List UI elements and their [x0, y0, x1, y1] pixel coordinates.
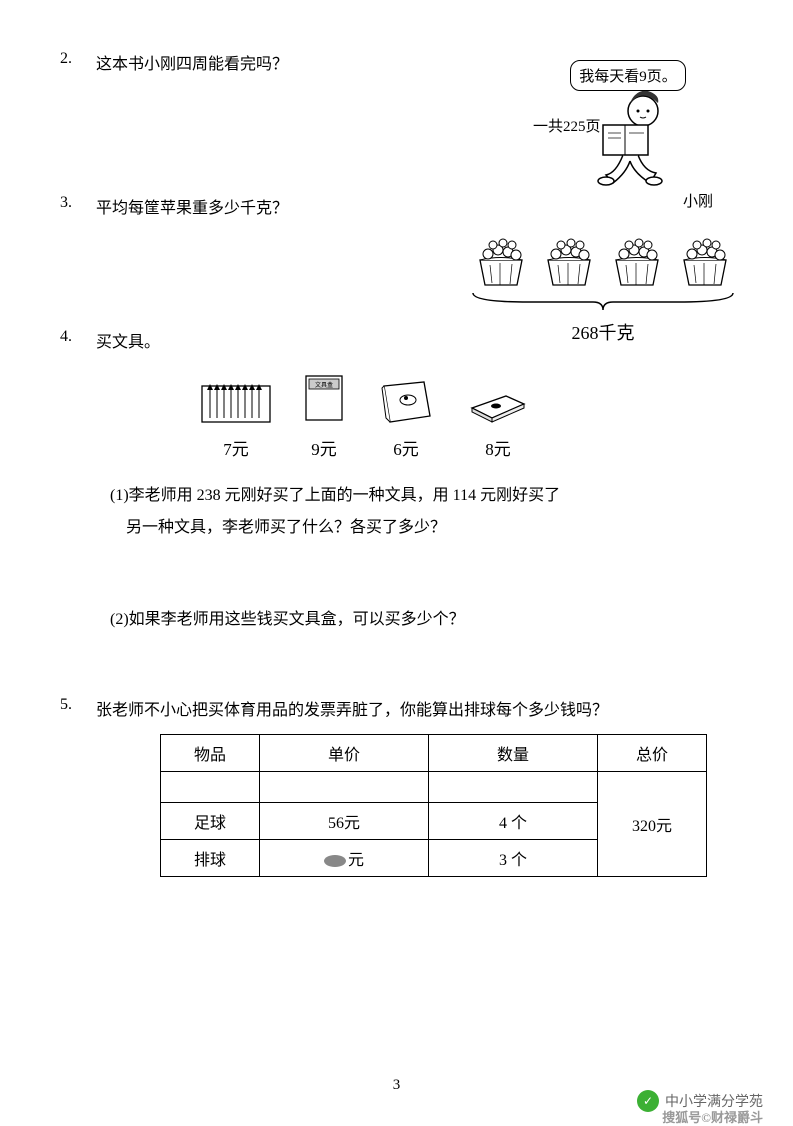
basket-icon: [470, 230, 532, 290]
cell-name: 足球: [161, 803, 260, 840]
sub2-text: 如果李老师用这些钱买文具盒，可以买多少个？: [129, 611, 465, 628]
stationery-items: 7元 文具盒 9元 6元 8元: [200, 372, 733, 460]
q3-number: 3.: [60, 194, 88, 212]
invoice-table: 物品 单价 数量 总价 320元 足球 56元 4 个 排球 元 3 个: [160, 734, 707, 877]
item-notebook: 6元: [376, 378, 436, 460]
speech-bubble: 我每天看9页。: [570, 60, 686, 91]
cell-qty: 4 个: [429, 803, 598, 840]
basket-icon: [606, 230, 668, 290]
q4-sub2: (2)如果李老师用这些钱买文具盒，可以买多少个？: [110, 604, 733, 636]
boy-name: 小刚: [653, 190, 743, 211]
cell-total: 320元: [598, 772, 707, 877]
cell-price-smudged: 元: [260, 840, 429, 877]
cell-price: 56元: [260, 803, 429, 840]
item-price: 9元: [302, 435, 346, 460]
svg-text:文具盒: 文具盒: [315, 381, 333, 389]
item-price: 8元: [466, 435, 530, 460]
sub1-label: (1): [110, 487, 129, 504]
sub2-label: (2): [110, 611, 129, 628]
q5-text: 张老师不小心把买体育用品的发票弄脏了，你能算出排球每个多少钱吗？: [96, 696, 733, 720]
item-price: 6元: [376, 435, 436, 460]
table-header-row: 物品 单价 数量 总价: [161, 735, 707, 772]
th-price: 单价: [260, 735, 429, 772]
sub1-line1: 李老师用 238 元刚好买了上面的一种文具，用 114 元刚好买了: [129, 487, 560, 504]
brace-icon: [468, 290, 738, 312]
total-weight-label: 268千克: [463, 319, 743, 345]
table-row-blank: 320元: [161, 772, 707, 803]
q4-sub1: (1)李老师用 238 元刚好买了上面的一种文具，用 114 元刚好买了 另一种…: [110, 480, 733, 544]
page-number: 3: [393, 1077, 401, 1094]
q2-illustration: 我每天看9页。 一共225页 小刚: [513, 60, 743, 211]
th-total: 总价: [598, 735, 707, 772]
q2-number: 2.: [60, 50, 88, 68]
cell-qty: 3 个: [429, 840, 598, 877]
q4-number: 4.: [60, 328, 88, 346]
total-pages-label: 一共225页: [533, 115, 601, 136]
item-crayons: 7元: [200, 378, 272, 460]
cell-name: 排球: [161, 840, 260, 877]
smudge-icon: [324, 855, 346, 867]
basket-icon: [674, 230, 736, 290]
item-pencil-sharpener: 8元: [466, 388, 530, 460]
th-item: 物品: [161, 735, 260, 772]
sub1-line2: 另一种文具，李老师买了什么？各买了多少？: [126, 519, 446, 536]
basket-icon: [538, 230, 600, 290]
q3-illustration: 268千克: [463, 230, 743, 345]
baskets-row: [463, 230, 743, 290]
wechat-icon: ✓: [637, 1090, 659, 1112]
watermark-secondary: 搜狐号©财禄爵斗: [662, 1107, 763, 1126]
th-qty: 数量: [429, 735, 598, 772]
question-4: 4. 买文具。 7元 文具盒 9元 6元 8元 (1)李老师用 238 元刚好买…: [60, 328, 733, 636]
question-5: 5. 张老师不小心把买体育用品的发票弄脏了，你能算出排球每个多少钱吗？ 物品 单…: [60, 696, 733, 877]
item-price: 7元: [200, 435, 272, 460]
item-pencil-case: 文具盒 9元: [302, 372, 346, 460]
boy-reading-icon: [568, 83, 688, 193]
q5-number: 5.: [60, 696, 88, 714]
